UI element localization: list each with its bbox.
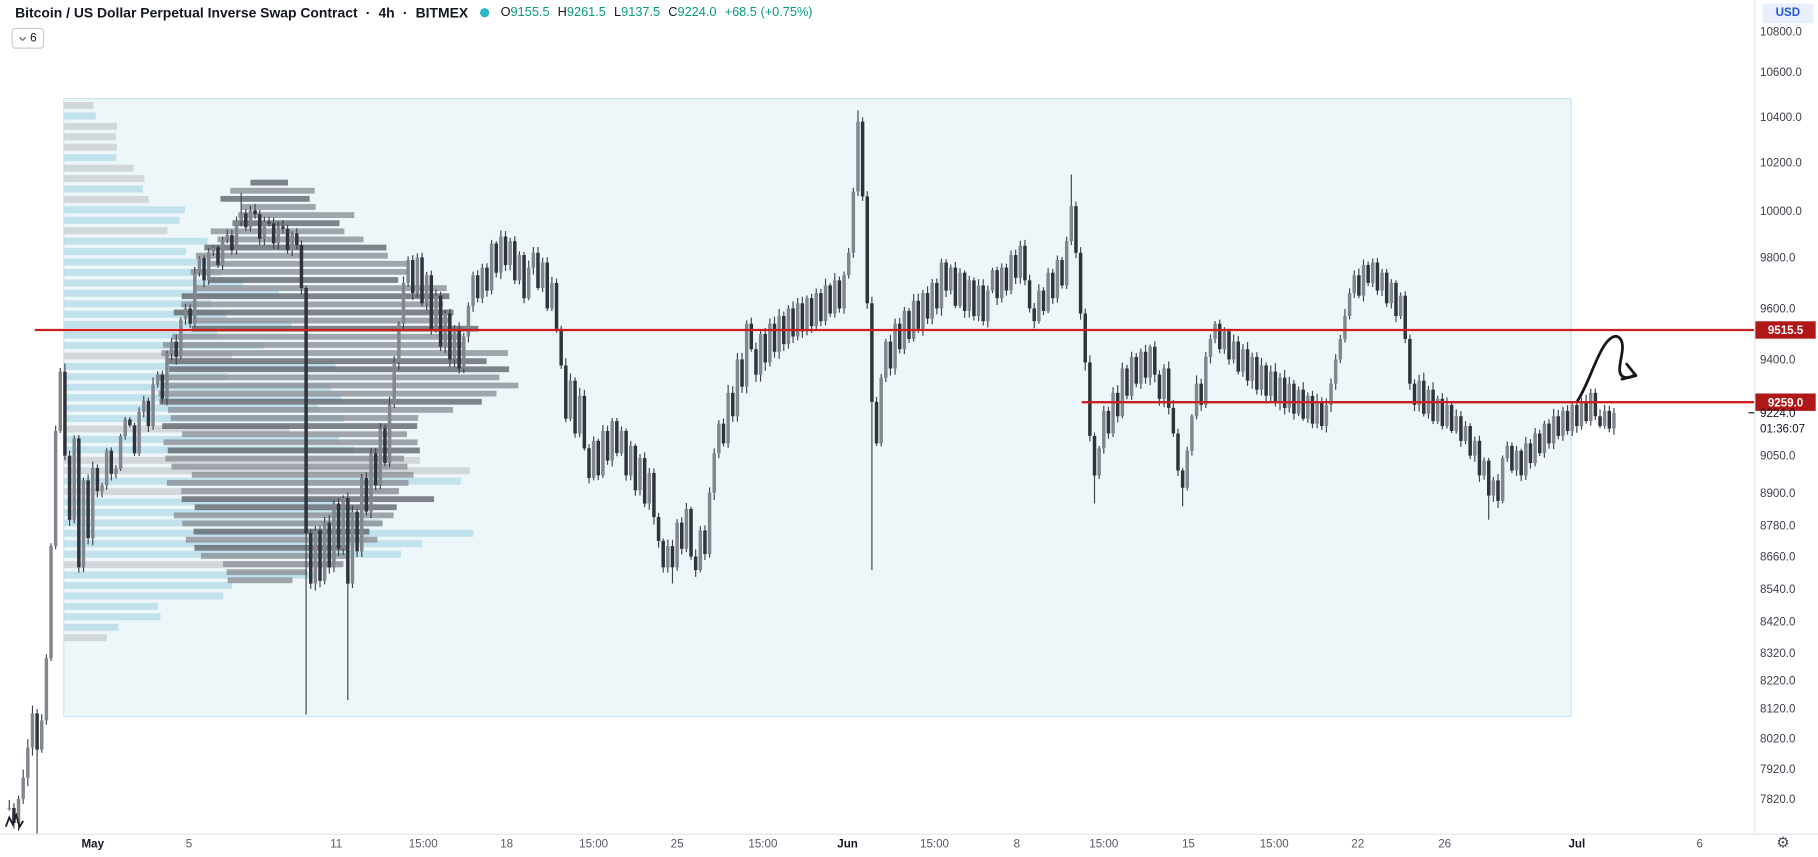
svg-text:8220.0: 8220.0 (1760, 676, 1795, 688)
object-tree-count: 6 (30, 31, 37, 45)
exchange-label: BITMEX (415, 4, 469, 21)
svg-text:18: 18 (500, 839, 513, 851)
svg-text:15:00: 15:00 (579, 839, 608, 851)
svg-text:10600.0: 10600.0 (1760, 67, 1802, 79)
svg-text:15:00: 15:00 (1260, 839, 1289, 851)
svg-text:8660.0: 8660.0 (1760, 552, 1795, 564)
svg-text:01:36:07: 01:36:07 (1760, 423, 1805, 435)
svg-text:15:00: 15:00 (1089, 839, 1118, 851)
svg-text:Jun: Jun (837, 839, 858, 851)
svg-text:5: 5 (186, 839, 192, 851)
currency-toggle-button[interactable]: USD (1762, 3, 1814, 24)
ohlc-high: H9261.5 (557, 5, 606, 20)
svg-text:7820.0: 7820.0 (1760, 794, 1795, 806)
arrow-annotation[interactable] (1576, 335, 1638, 402)
axis-settings-gear-icon[interactable]: ⚙ (1776, 833, 1790, 852)
svg-text:10800.0: 10800.0 (1760, 26, 1802, 38)
svg-text:9259.0: 9259.0 (1768, 397, 1803, 409)
svg-text:9600.0: 9600.0 (1760, 303, 1795, 315)
svg-text:15: 15 (1182, 839, 1195, 851)
svg-text:8420.0: 8420.0 (1760, 617, 1795, 629)
ohlc-readout: O9155.5 H9261.5 L9137.5 C9224.0 +68.5 (+… (501, 6, 813, 20)
ohlc-low: L9137.5 (614, 5, 661, 20)
svg-text:15:00: 15:00 (920, 839, 949, 851)
svg-text:15:00: 15:00 (748, 839, 777, 851)
svg-text:10400.0: 10400.0 (1760, 112, 1802, 124)
svg-text:May: May (81, 839, 104, 851)
svg-text:8320.0: 8320.0 (1760, 648, 1795, 660)
svg-text:10200.0: 10200.0 (1760, 157, 1802, 169)
object-tree-badge[interactable]: 6 (11, 27, 44, 49)
svg-text:9800.0: 9800.0 (1760, 252, 1795, 264)
svg-text:25: 25 (671, 839, 684, 851)
symbol-title[interactable]: Bitcoin / US Dollar Perpetual Inverse Sw… (15, 4, 358, 21)
svg-text:8900.0: 8900.0 (1760, 488, 1795, 500)
svg-text:9400.0: 9400.0 (1760, 354, 1795, 366)
svg-text:8780.0: 8780.0 (1760, 520, 1795, 532)
price-change: +68.5 (+0.75%) (724, 5, 813, 20)
svg-text:6: 6 (1697, 839, 1703, 851)
volume-profile-indicator (63, 102, 519, 642)
svg-text:7920.0: 7920.0 (1760, 764, 1795, 776)
chevron-down-icon (19, 36, 27, 41)
svg-text:8120.0: 8120.0 (1760, 703, 1795, 715)
svg-text:9515.5: 9515.5 (1768, 325, 1804, 337)
svg-text:22: 22 (1351, 839, 1364, 851)
svg-text:15:00: 15:00 (409, 839, 438, 851)
header-separator: · (365, 4, 371, 21)
svg-text:Jul: Jul (1568, 839, 1585, 851)
svg-text:9224.0: 9224.0 (1760, 408, 1795, 420)
horizontal-price-lines[interactable] (34, 328, 1755, 404)
svg-text:8020.0: 8020.0 (1760, 734, 1795, 746)
watermark-logo (4, 812, 24, 829)
header-separator: · (402, 4, 408, 21)
svg-text:8: 8 (1014, 839, 1020, 851)
ohlc-close: C9224.0 (668, 5, 717, 20)
candlestick-series[interactable] (7, 110, 1616, 841)
svg-text:10000.0: 10000.0 (1760, 206, 1802, 218)
market-status-dot-icon (479, 8, 490, 18)
interval-label[interactable]: 4h (378, 4, 395, 21)
ohlc-open: O9155.5 (500, 5, 550, 20)
svg-text:26: 26 (1438, 839, 1451, 851)
svg-text:9050.0: 9050.0 (1760, 451, 1795, 463)
svg-text:8540.0: 8540.0 (1760, 584, 1795, 596)
chart-header: Bitcoin / US Dollar Perpetual Inverse Sw… (15, 5, 812, 21)
svg-text:11: 11 (330, 839, 342, 851)
